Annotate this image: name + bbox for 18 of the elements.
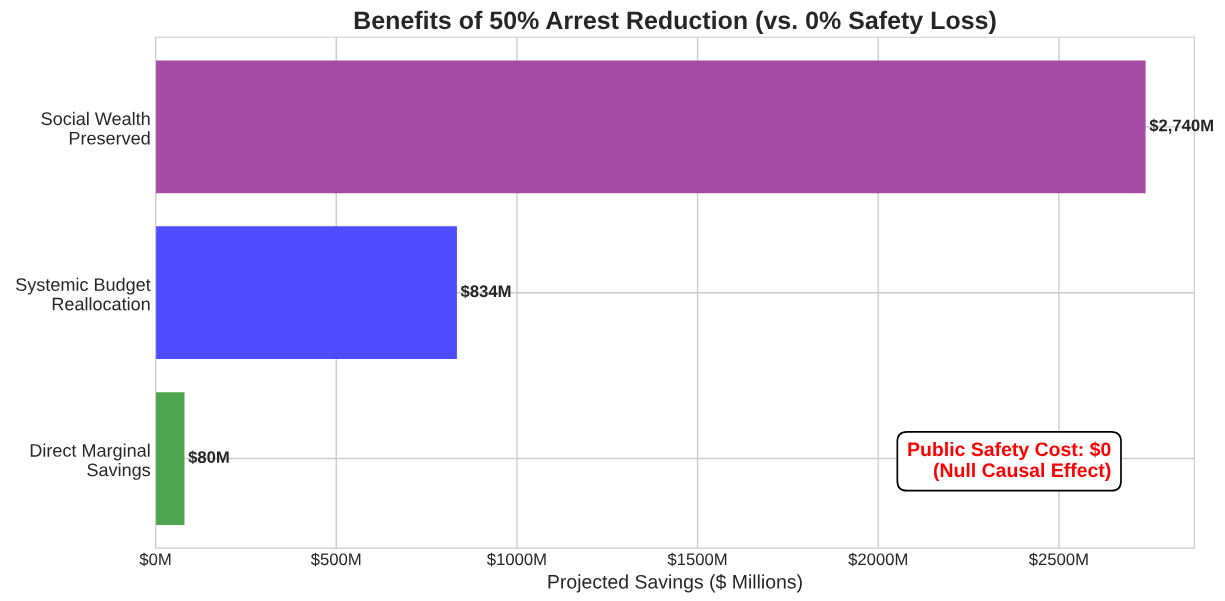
annotation: Public Safety Cost: $0 (Null Causal Effect) — [908, 441, 1111, 481]
x-axis-title: Projected Savings ($ Millions) — [548, 574, 802, 593]
x-tick-label: $2500M — [1028, 552, 1088, 567]
x-tick-label: $0M — [139, 552, 171, 567]
x-tick-label: $1000M — [486, 552, 546, 567]
data-label: $2,740M — [1149, 118, 1213, 134]
x-tick-label: $1500M — [667, 552, 727, 567]
y-tick-label: Systemic Budget Reallocation — [16, 277, 151, 311]
chart-title: Benefits of 50% Arrest Reduction (vs. 0% Safety Loss) — [354, 10, 996, 35]
x-tick-label: $500M — [310, 552, 361, 567]
bar — [155, 392, 185, 525]
y-tick-label: Direct Marginal Savings — [30, 443, 151, 480]
data-label: $834M — [460, 284, 511, 299]
bar — [155, 226, 457, 360]
data-label: $80M — [188, 450, 229, 465]
x-tick-label: $2000M — [848, 552, 907, 567]
bar — [155, 60, 1146, 194]
y-tick-label: Social Wealth Preserved — [41, 111, 150, 145]
